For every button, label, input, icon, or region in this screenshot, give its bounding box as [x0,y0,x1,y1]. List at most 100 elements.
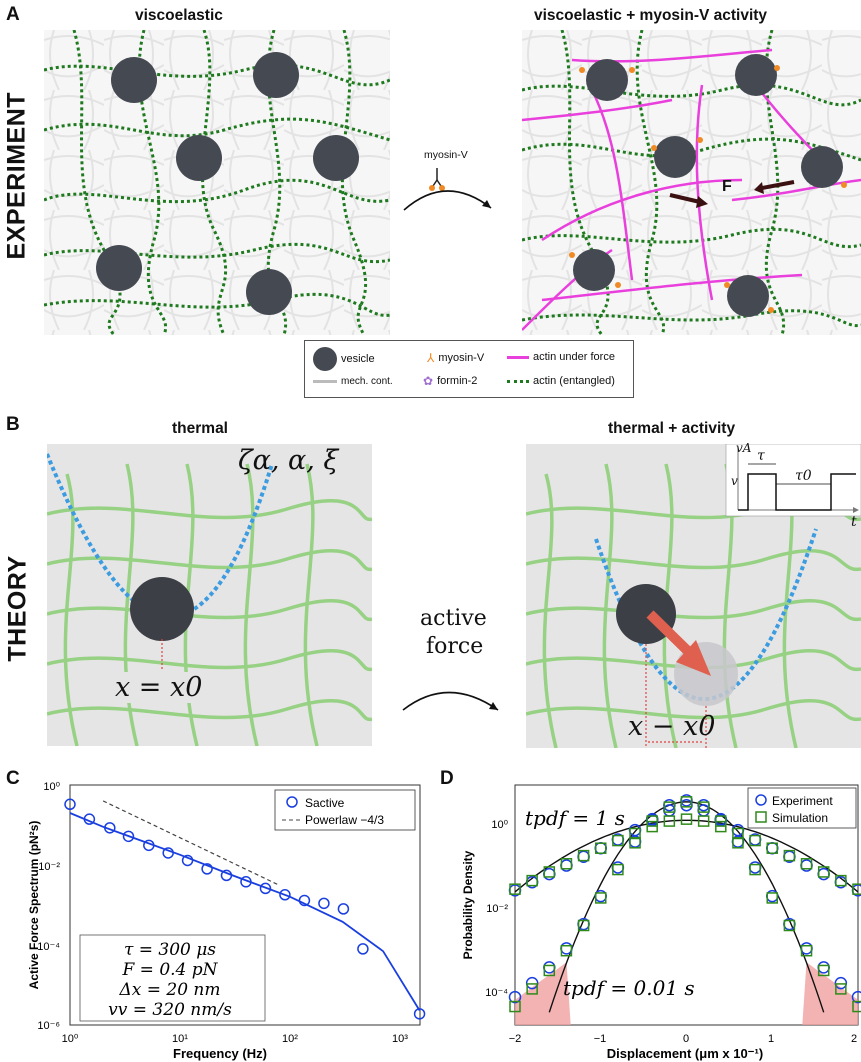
inset-v-label: v [731,474,738,488]
active-force-spectrum-chart: Frequency (Hz) Active Force Spectrum (pN… [27,781,426,1061]
panel-letter-a: A [6,4,20,25]
simulation-point [663,801,676,813]
simulation-point [543,964,556,977]
params-zeta-alpha-xi: ζα, α, ξ [238,445,339,476]
data-point [83,813,96,825]
myosin-arrow-label: myosin-V [424,149,468,161]
simulation-point [612,834,624,847]
simulation-point [543,866,556,878]
chart-d-xtick: 2 [851,1033,857,1045]
legend-mech-label: mech. cont. [341,376,393,387]
fit-curve-1s [514,819,859,893]
param-tau: τ = 300 μs [124,940,216,960]
chart-c-params-box: τ = 300 μs F = 0.4 pN Δx = 20 nm vv = 32… [79,934,266,1022]
legend-simulation-marker [755,811,767,823]
legend-vesicle-label: vesicle [341,353,375,365]
simulation-point [680,796,693,808]
legend-actin-force: actin under force [507,351,615,363]
chart-d-ytick: 10⁻² [486,903,508,915]
data-point [318,897,330,910]
chart-d-xtick: −2 [509,1033,522,1045]
chart-c-xtick-labels: 10⁰ 10¹ 10² 10³ [62,1033,409,1045]
vesicle-icon [313,347,337,371]
myosin-icon: ⅄ [427,351,435,365]
legend-circle-marker [286,796,298,808]
data-point [201,863,213,875]
thermal-title: thermal [172,420,228,437]
simulation-point [697,801,710,813]
equation-x-equals-x0: x = x0 [115,672,203,703]
legend-formin: ✿ formin-2 [423,374,477,388]
powerlaw-line [102,800,280,886]
active-force-label-2: force [426,634,484,659]
force-label-f: F [722,178,732,195]
legend-simulation: Simulation [772,811,828,825]
experiment-point [851,990,861,1004]
theory-side-label: THEORY [3,555,32,662]
chart-d-xtick: −1 [594,1033,607,1045]
simulation-point [800,944,813,957]
simulation-point [680,813,693,825]
actin-force-line-icon [507,355,529,359]
viscoelastic-activity-network-image [522,30,861,335]
data-point [337,903,350,915]
inset-va-label: vA [736,441,752,455]
simulation-point [766,842,778,854]
simulation-point [509,883,521,895]
data-point [220,869,233,882]
chart-c-xlabel: Frequency (Hz) [173,1046,267,1061]
chart-d-ytick-labels: 10⁰ 10⁻² 10⁻⁴ [485,819,508,999]
simulation-point [697,815,710,827]
data-point [279,889,291,901]
simulation-point [577,919,590,932]
legend-actin-entangled: actin (entangled) [507,375,615,387]
simulation-point [612,863,624,876]
experiment-side-label: EXPERIMENT [2,91,31,260]
simulation-point [783,919,796,932]
data-point [104,822,116,834]
simulation-point [595,892,607,904]
panel-letter-c: C [6,768,20,789]
simulation-point [800,858,813,870]
param-f: F = 0.4 pN [121,960,218,980]
simulation-point [852,883,861,895]
simulation-point [835,983,847,995]
legend-mech: mech. cont. [313,376,393,387]
simulation-point [817,964,830,977]
chart-c-xtick: 10² [282,1033,298,1045]
simulation-point [595,842,607,854]
active-force-label-1: active [420,606,487,631]
probability-density-chart: Displacement (μm x 10⁻¹) Probability Den… [461,784,861,1061]
experiment-point [834,976,848,990]
legend-actin-entangled-label: actin (entangled) [533,375,615,387]
chart-d-ytick: 10⁻⁴ [485,987,508,999]
chart-d-legend: Experiment Simulation [747,787,857,829]
mech-contact-line-icon [313,380,337,383]
active-force-arrow-graphic [402,691,499,711]
legend-experiment-marker [755,794,767,806]
simulation-point [749,863,761,876]
formin-icon: ✿ [423,374,434,388]
simulation-point [560,944,573,957]
chart-c-legend: Sactive Powerlaw −4/3 [274,789,416,831]
simulation-point [783,849,796,862]
simulation-point [629,837,641,849]
legend-experiment: Experiment [772,794,833,808]
chart-d-ytick: 10⁰ [491,819,508,831]
thermal-activity-theory-image [526,444,861,748]
chart-c-ytick: 10⁻² [38,861,60,873]
legend-vesicle: vesicle [313,347,375,371]
data-point [122,830,135,843]
legend-myosin-label: myosin-V [438,352,485,364]
chart-c-ylabel: Active Force Spectrum (pN²s) [27,821,41,990]
simulation-point [663,815,676,827]
data-point [162,847,174,859]
chart-c-ytick: 10⁻⁴ [37,941,60,953]
chart-c-ytick-labels: 10⁰ 10⁻² 10⁻⁴ 10⁻⁶ [37,781,60,1032]
experiment-point [525,976,539,990]
legend-myosin: ⅄ myosin-V [427,351,484,365]
simulation-point [646,815,658,827]
param-dx: Δx = 20 nm [118,980,220,1000]
viscoelastic-network-image [44,30,390,335]
thermal-theory-image [47,444,372,746]
